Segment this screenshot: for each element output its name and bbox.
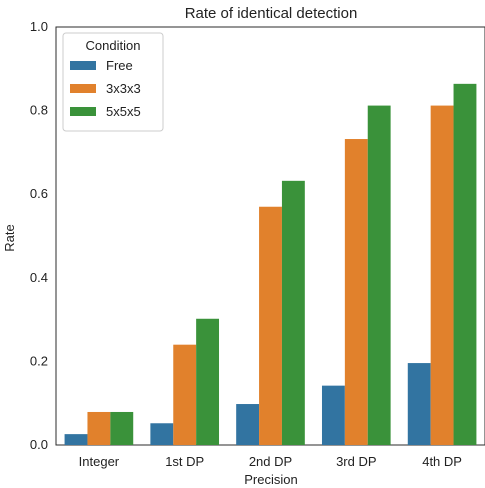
y-tick-label: 0.8 [30,103,48,118]
legend: Condition Free 3x3x3 5x5x5 [62,32,164,132]
bar-3x3x3-1 [173,344,197,445]
bar-3x3x3-2 [259,206,282,445]
bar-3x3x3-4 [430,105,454,446]
bar-5x5x5-1 [196,318,220,445]
y-tick-label: 0.0 [30,437,48,452]
bars [64,83,477,446]
bar-free-2 [236,404,260,445]
bar-free-3 [321,385,345,445]
bar-3x3x3-0 [87,411,111,445]
chart-title: Rate of identical detection [185,5,358,22]
y-tick-label: 0.6 [30,186,48,201]
legend-box [62,32,164,132]
legend-swatch-5x5x5 [70,107,96,116]
bar-5x5x5-0 [110,411,134,445]
bar-5x5x5-2 [281,180,305,445]
x-tick-label: Integer [79,454,120,469]
legend-label: Free [106,58,133,73]
bar-free-1 [150,423,174,445]
y-tick-label: 0.2 [30,353,48,368]
legend-swatch-free [70,61,96,70]
legend-label: 5x5x5 [106,104,141,119]
legend-label: 3x3x3 [106,81,141,96]
x-tick-label: 1st DP [165,454,204,469]
bar-free-4 [407,363,431,445]
y-axis-ticks: 0.0 0.2 0.4 0.6 0.8 1.0 [30,19,48,452]
y-axis-label: Rate [2,224,17,251]
x-tick-label: 3rd DP [336,454,376,469]
bar-5x5x5-3 [367,105,391,446]
bar-5x5x5-4 [453,83,477,446]
x-axis-label: Precision [244,472,297,487]
x-tick-label: 2nd DP [249,454,292,469]
bar-3x3x3-3 [344,139,368,446]
y-tick-label: 1.0 [30,19,48,34]
legend-title: Condition [86,38,141,53]
legend-swatch-3x3x3 [70,84,96,93]
x-axis-ticks: Integer 1st DP 2nd DP 3rd DP 4th DP [79,454,462,469]
bar-free-0 [64,434,88,445]
y-tick-label: 0.4 [30,270,48,285]
x-tick-label: 4th DP [422,454,462,469]
